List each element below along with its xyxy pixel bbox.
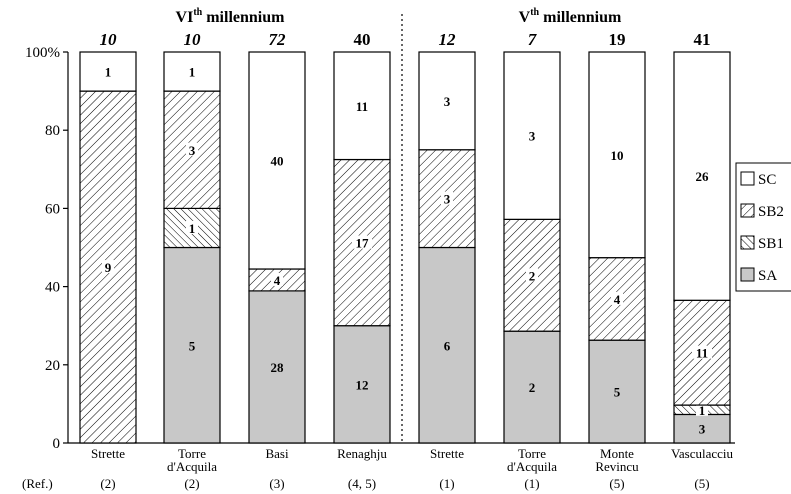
ref-label: (4, 5) <box>348 476 376 491</box>
legend-swatch-sb1 <box>740 235 755 250</box>
bar-segment-sc <box>418 51 476 151</box>
legend-swatch-sc <box>740 171 755 186</box>
legend-label: SB2 <box>758 204 784 220</box>
bar-total-label: 19 <box>609 30 626 49</box>
group-header: VIth millennium <box>176 7 286 26</box>
category-label: Monte <box>600 446 634 461</box>
ref-label: (1) <box>524 476 539 491</box>
segment-count-label: 6 <box>444 338 451 353</box>
legend-label: SC <box>758 172 776 188</box>
category-label: d'Acquila <box>167 459 217 474</box>
segment-label-bg <box>271 272 283 286</box>
ref-label: (1) <box>439 476 454 491</box>
segment-count-label: 2 <box>529 380 536 395</box>
bar-segment-sa <box>248 290 306 444</box>
bar-total-label: 40 <box>354 30 371 49</box>
segment-count-label: 4 <box>614 292 621 307</box>
labels: VIth millennium Vth millennium9110Strette… <box>22 7 734 491</box>
segment-count-label: 17 <box>356 236 370 251</box>
category-label: Torre <box>518 446 546 461</box>
segment-count-label: 11 <box>696 346 708 361</box>
segment-label-bg <box>441 191 453 205</box>
segment-label-bg <box>696 402 708 416</box>
bar-segment-sa <box>673 413 731 444</box>
segment-count-label: 9 <box>105 260 112 275</box>
legend: SC SB2 SB1 SA <box>735 162 791 292</box>
segment-count-label: 3 <box>444 192 451 207</box>
ref-label: (3) <box>269 476 284 491</box>
y-tick-label: 60 <box>45 201 60 217</box>
segment-count-label: 1 <box>105 65 112 80</box>
bar-segment-sc <box>163 51 221 92</box>
segment-label-bg <box>611 291 623 305</box>
category-label: Revincu <box>595 459 639 474</box>
ref-label: (2) <box>100 476 115 491</box>
bar-segment-sa <box>418 246 476 444</box>
bar-segment-sc <box>333 51 391 161</box>
bars <box>79 51 731 444</box>
segment-count-label: 5 <box>189 338 196 353</box>
bar-total-label: 10 <box>184 30 202 49</box>
segment-count-label: 11 <box>356 99 368 114</box>
bar-total-label: 72 <box>269 30 287 49</box>
segment-count-label: 1 <box>189 221 196 236</box>
segment-count-label: 1 <box>699 403 706 418</box>
bar-segment-sa <box>333 325 391 444</box>
segment-label-bg <box>526 268 538 282</box>
bar-segment-sa <box>503 330 561 444</box>
bar-segment-sc <box>673 51 731 301</box>
segment-label-bg <box>352 235 372 249</box>
segment-count-label: 3 <box>699 422 706 437</box>
bar-segment-sc <box>248 51 306 270</box>
legend-swatch-sb2 <box>740 203 755 218</box>
segment-count-label: 1 <box>189 65 196 80</box>
group-header: Vth millennium <box>519 7 622 26</box>
segment-count-label: 4 <box>274 273 281 288</box>
category-label: Basi <box>265 446 289 461</box>
bar-segment-sc <box>79 51 137 92</box>
segment-count-label: 40 <box>271 154 284 169</box>
segment-count-label: 5 <box>614 385 621 400</box>
segment-count-label: 3 <box>444 94 451 109</box>
category-label: Vasculacciu <box>671 446 734 461</box>
category-label: d'Acquila <box>507 459 557 474</box>
segment-count-label: 2 <box>529 268 536 283</box>
segment-count-label: 28 <box>271 360 285 375</box>
bar-total-label: 10 <box>100 30 118 49</box>
category-label: Torre <box>178 446 206 461</box>
y-tick-label: 40 <box>45 280 60 296</box>
segment-count-label: 3 <box>189 143 196 158</box>
y-tick-label: 0 <box>53 436 61 452</box>
category-label: Strette <box>430 446 464 461</box>
segment-label-bg <box>692 345 712 359</box>
legend-swatch-sa <box>740 267 755 282</box>
segment-label-bg <box>102 260 114 274</box>
segment-count-label: 3 <box>529 129 536 144</box>
segment-label-bg <box>186 220 198 234</box>
segment-count-label: 10 <box>611 148 624 163</box>
bar-segment-sc <box>503 51 561 220</box>
ref-label: (2) <box>184 476 199 491</box>
segment-count-label: 12 <box>356 377 369 392</box>
category-label: Strette <box>91 446 125 461</box>
bar-segment-sa <box>163 246 221 444</box>
legend-label: SB1 <box>758 236 784 252</box>
segment-count-label: 26 <box>696 169 710 184</box>
ref-label: (5) <box>694 476 709 491</box>
y-tick-label: 100% <box>25 45 60 61</box>
legend-label: SA <box>758 268 777 284</box>
ref-label: (5) <box>609 476 624 491</box>
bar-total-label: 41 <box>694 30 711 49</box>
y-tick-label: 20 <box>45 358 60 374</box>
category-label: Renaghju <box>337 446 387 461</box>
segment-label-bg <box>186 142 198 156</box>
ref-row-label: (Ref.) <box>22 476 53 491</box>
bar-segment-sc <box>588 51 646 259</box>
bar-total-label: 12 <box>439 30 457 49</box>
bar-total-label: 7 <box>528 30 538 49</box>
y-tick-label: 80 <box>45 123 60 139</box>
bar-segment-sa <box>588 339 646 444</box>
